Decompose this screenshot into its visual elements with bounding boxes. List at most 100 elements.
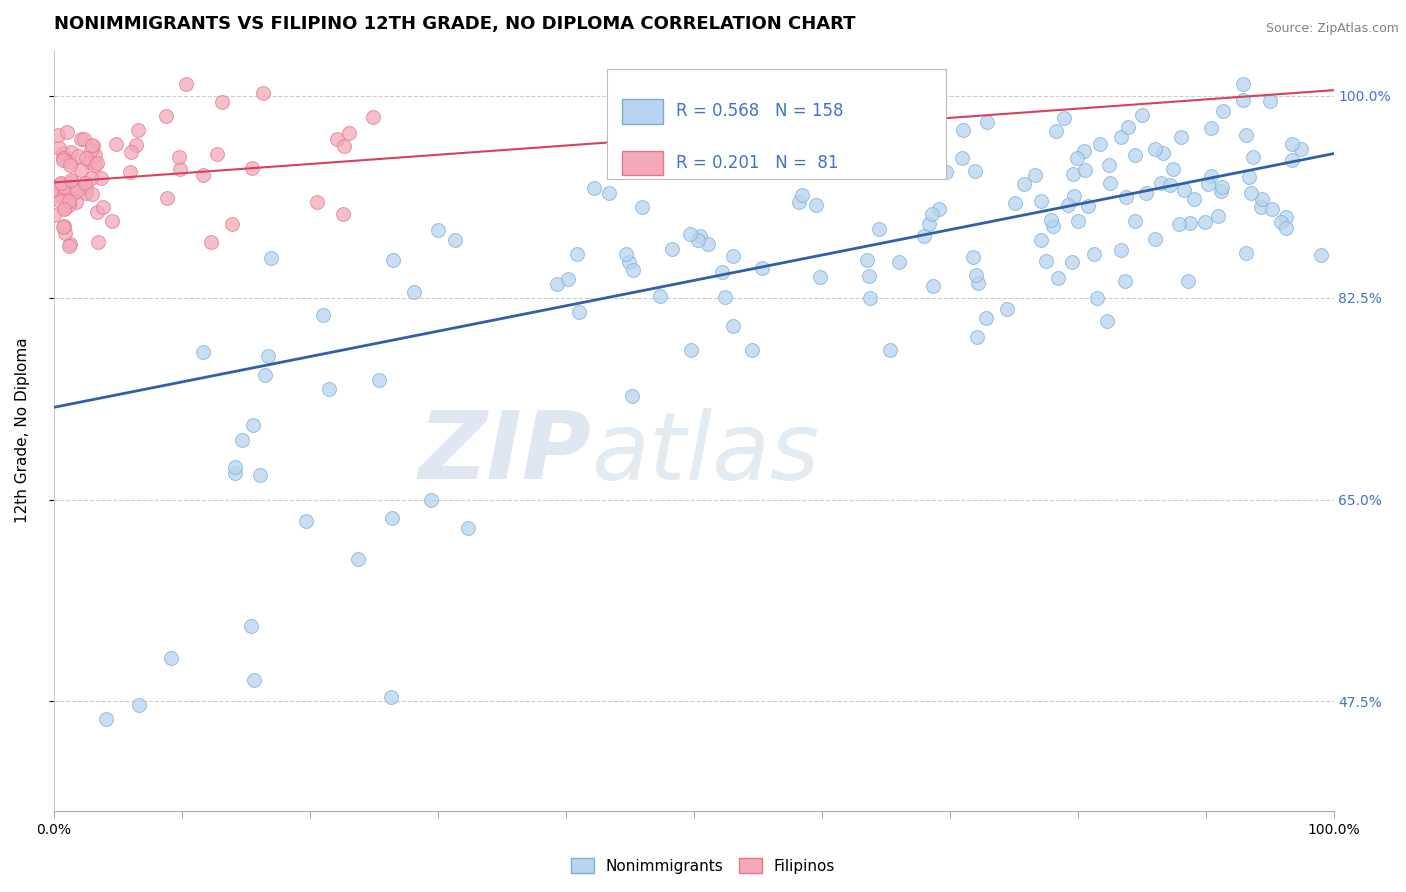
Point xyxy=(155,109,177,123)
Point xyxy=(91,200,114,214)
Point xyxy=(240,619,263,633)
Point xyxy=(921,207,943,221)
Point xyxy=(1234,245,1257,260)
Point xyxy=(1077,199,1099,213)
Point xyxy=(1209,184,1232,198)
Point xyxy=(974,311,997,326)
Point xyxy=(52,219,75,234)
Point xyxy=(1167,217,1189,231)
Point xyxy=(62,178,84,193)
Point xyxy=(457,521,479,535)
Point xyxy=(100,214,122,228)
Point xyxy=(294,514,316,528)
Point xyxy=(1115,190,1137,204)
Point xyxy=(1281,153,1303,168)
Point xyxy=(1085,291,1108,305)
Point xyxy=(1178,215,1201,229)
Text: ZIP: ZIP xyxy=(419,408,591,500)
Point xyxy=(84,158,107,172)
Point xyxy=(59,155,82,169)
Point xyxy=(894,96,917,111)
Point xyxy=(1063,188,1085,202)
Point xyxy=(1132,108,1154,122)
Point xyxy=(75,152,97,166)
Point xyxy=(242,673,264,687)
Point xyxy=(1035,253,1057,268)
Point xyxy=(318,382,340,396)
Point xyxy=(127,123,149,137)
Text: NONIMMIGRANTS VS FILIPINO 12TH GRADE, NO DIPLOMA CORRELATION CHART: NONIMMIGRANTS VS FILIPINO 12TH GRADE, NO… xyxy=(53,15,855,33)
Point xyxy=(53,186,76,200)
Point xyxy=(224,467,246,481)
Point xyxy=(855,252,877,267)
Point xyxy=(1060,254,1083,268)
Point xyxy=(63,178,86,193)
Point xyxy=(1109,243,1132,257)
Point xyxy=(804,198,827,212)
Point xyxy=(49,194,72,208)
Point xyxy=(688,234,710,248)
Point xyxy=(66,149,89,163)
Point xyxy=(1042,219,1064,233)
Point xyxy=(77,154,100,169)
Point xyxy=(53,201,76,215)
Point xyxy=(679,227,702,241)
Point xyxy=(44,208,66,222)
Point xyxy=(224,460,246,475)
Point xyxy=(221,217,243,231)
FancyBboxPatch shape xyxy=(621,99,662,124)
Point xyxy=(65,179,87,194)
Point xyxy=(689,229,711,244)
Point xyxy=(1014,177,1036,191)
Point xyxy=(976,115,998,129)
Point xyxy=(156,191,179,205)
Point xyxy=(169,151,191,165)
Point xyxy=(58,239,80,253)
Point xyxy=(70,163,93,178)
Point xyxy=(1275,220,1298,235)
Point xyxy=(125,138,148,153)
Point xyxy=(52,153,75,168)
Point xyxy=(90,170,112,185)
Point xyxy=(311,308,333,322)
Point xyxy=(751,260,773,275)
Point xyxy=(1031,194,1053,209)
Point xyxy=(240,161,263,175)
Point xyxy=(1095,314,1118,328)
Point xyxy=(86,204,108,219)
Y-axis label: 12th Grade, No Diploma: 12th Grade, No Diploma xyxy=(15,338,30,524)
Point xyxy=(661,242,683,256)
Point xyxy=(174,78,197,92)
Point xyxy=(546,277,568,291)
Point xyxy=(621,262,644,277)
Point xyxy=(59,158,82,172)
Point xyxy=(205,147,228,161)
Point xyxy=(905,98,928,112)
Point xyxy=(104,136,127,151)
Point xyxy=(193,169,215,183)
Point xyxy=(82,139,104,153)
Point xyxy=(46,128,69,143)
Text: Source: ZipAtlas.com: Source: ZipAtlas.com xyxy=(1265,22,1399,36)
Point xyxy=(1045,124,1067,138)
Point xyxy=(768,157,790,171)
Point xyxy=(922,278,945,293)
Point xyxy=(952,122,974,136)
Point xyxy=(1251,192,1274,206)
Point xyxy=(86,156,108,170)
Point xyxy=(444,233,467,247)
Point xyxy=(53,227,76,241)
Point xyxy=(45,188,67,202)
Point xyxy=(45,182,67,196)
Point xyxy=(1144,142,1167,156)
Point xyxy=(786,108,808,122)
Point xyxy=(1024,168,1046,182)
Point xyxy=(60,145,83,160)
Point xyxy=(367,373,389,387)
Point xyxy=(200,235,222,249)
Point xyxy=(1039,212,1062,227)
Point xyxy=(58,236,80,251)
Point xyxy=(160,650,183,665)
Point xyxy=(58,194,80,208)
Point xyxy=(120,145,142,160)
